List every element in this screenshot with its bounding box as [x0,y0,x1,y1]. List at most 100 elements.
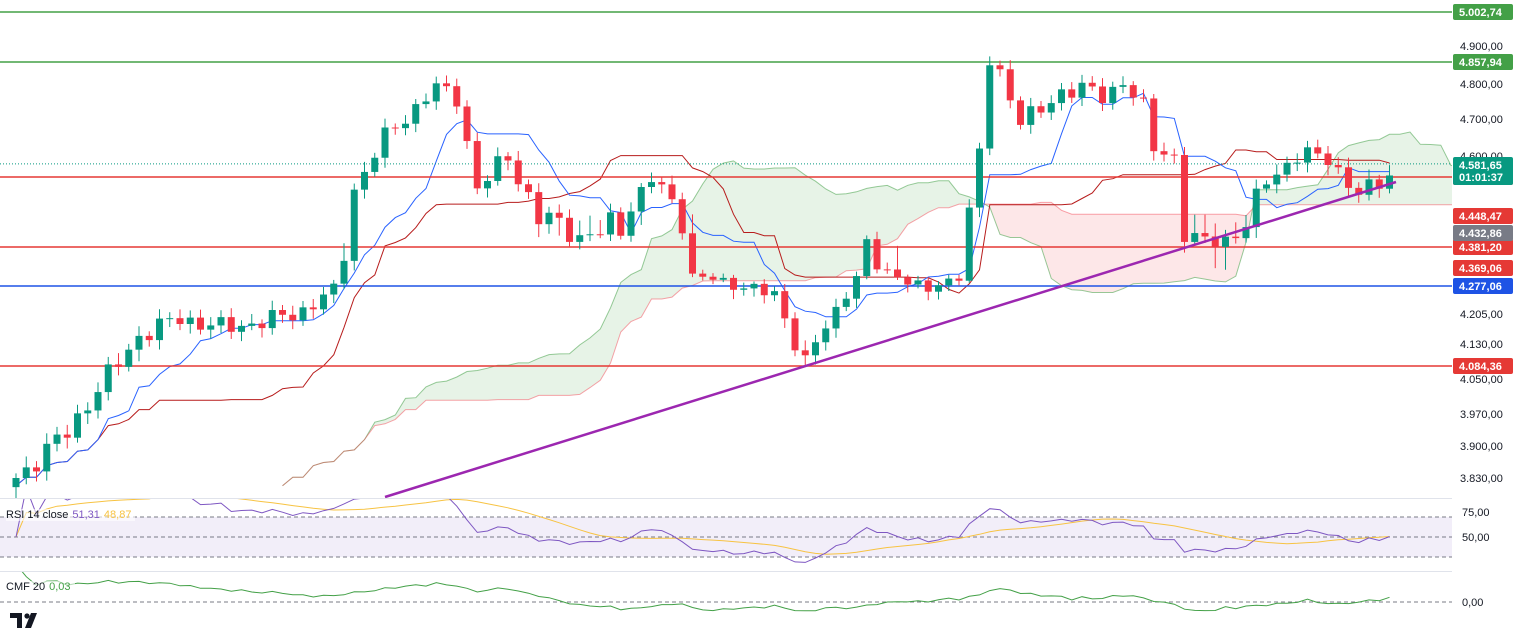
y-tick-label: 4.800,00 [1460,79,1503,91]
cloud-segment [1071,214,1082,291]
cloud-segment [1317,169,1328,205]
candle [832,298,840,338]
cloud-segment [1287,187,1298,205]
cloud-segment [508,362,519,400]
candle [412,99,420,133]
cloud-segment [1123,214,1134,289]
candle [33,461,40,482]
cloud-segment [1430,144,1441,205]
cloud-segment [743,168,754,281]
indicator-lines [15,92,1390,487]
candle [361,161,368,199]
candle [350,183,358,271]
candle [689,214,696,278]
cloud-segment [600,307,611,381]
candle [156,309,163,350]
candle [1160,142,1168,162]
candle [1324,145,1332,176]
candle [1119,76,1127,94]
candle [12,473,20,498]
candle [1099,78,1106,111]
svg-text:5.002,74: 5.002,74 [1459,7,1503,19]
candle [402,115,409,136]
candle [1006,60,1014,109]
candle [1252,179,1260,238]
cloud-segment [487,365,498,401]
candle [1314,139,1322,159]
candle [258,319,266,338]
candle [842,292,850,312]
candle [1201,214,1209,243]
tradingview-logo[interactable]: 17 [10,611,44,629]
cloud-segment [456,371,467,401]
candle [904,274,912,293]
price-axis[interactable]: 4.900,004.800,004.700,004.600,004.205,00… [1452,0,1516,633]
cmf-legend[interactable]: CMF 20 0,03 [6,581,75,593]
cloud-segment [549,353,560,396]
y-tick-label: 3.830,00 [1460,473,1503,485]
candle [320,286,327,315]
candle [658,176,666,194]
cloud-segment [1389,134,1400,205]
candle [484,175,491,198]
rsi-legend[interactable]: RSI 14 close 51,31 48,87 [6,509,136,521]
price-tag: 5.002,74 [1453,4,1513,20]
trendline[interactable] [384,180,1397,499]
price-tag: 4.432,86 [1453,225,1513,241]
cloud-segment [415,386,426,410]
candle [94,382,102,419]
cmf-value: 0,03 [49,581,71,593]
cloud-segment [374,419,385,426]
candle [299,300,307,326]
cloud-segment [1379,134,1390,205]
cloud-segment [1030,202,1041,247]
candle [330,279,338,304]
candle [207,317,215,339]
candle [1191,214,1199,246]
cloud-segment [446,376,457,401]
horizontal-levels[interactable] [0,11,1452,367]
candle [545,206,553,234]
cloud-segment [1369,139,1380,205]
candle [678,192,686,240]
candle [566,209,573,247]
cloud-segment [764,168,775,281]
y-tick-label: 4.900,00 [1460,41,1503,53]
candle [53,426,61,452]
candle [309,298,317,319]
cloud-segment [620,274,631,332]
cloud-segment [1133,214,1144,284]
cloud-segment [1000,204,1011,238]
cloud-segment [1276,189,1287,205]
candle [125,343,133,372]
cloud-segment [426,382,437,401]
cloud-segment [405,397,416,410]
candle [443,75,450,92]
cloud-segment [928,180,939,213]
candle [248,314,256,331]
cmf-line [21,572,1390,612]
candle [422,93,430,109]
y-tick-label: 4.130,00 [1460,339,1503,351]
candle [176,309,184,331]
cloud-segment [1020,204,1031,243]
svg-text:4.381,20: 4.381,20 [1459,242,1502,254]
candle [596,220,604,239]
cloud-segment [887,185,898,245]
price-tag: 4.277,06 [1453,278,1513,294]
cmf-title: CMF 20 [6,581,46,593]
cloud-segment [1215,214,1226,282]
candle [340,243,348,290]
candle [1068,82,1076,103]
svg-text:01:01:37: 01:01:37 [1459,172,1503,184]
candle [371,152,379,177]
cloud-segment [1010,204,1021,238]
conversion-line [15,92,1390,487]
svg-text:4.448,47: 4.448,47 [1459,211,1502,223]
candle [268,300,276,335]
candle [1058,82,1065,111]
cloud-segment [836,193,847,277]
candle [1170,148,1178,164]
cloud-segment [1051,202,1062,286]
